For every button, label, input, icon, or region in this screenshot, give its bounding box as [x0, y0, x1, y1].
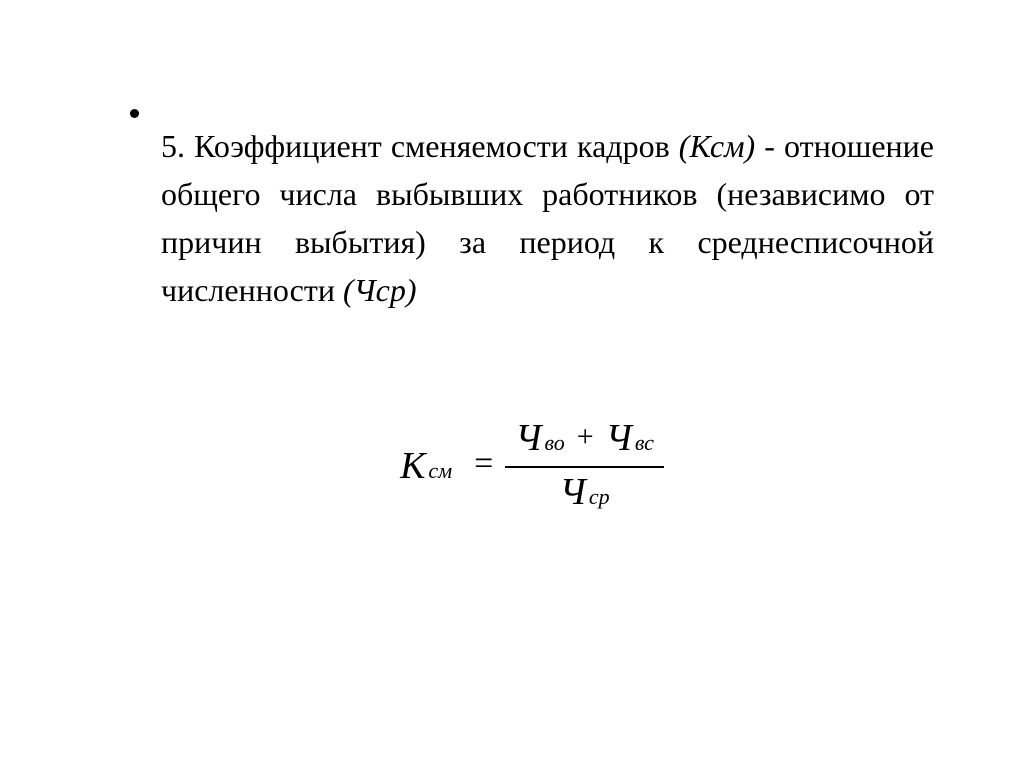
definition-paragraph: 5. Коэффициент сменяемости кадров (Ксм) … [161, 122, 934, 314]
num-term-1-symbol: Ч [515, 416, 541, 460]
bullet-item: 5. Коэффициент сменяемости кадров (Ксм) … [130, 90, 934, 346]
lhs-symbol: К [400, 444, 425, 488]
bullet-dot-icon [130, 109, 139, 118]
denominator: Ч ср [550, 470, 620, 516]
para-emph-ksm: (Ксм) [679, 128, 755, 164]
slide: 5. Коэффициент сменяемости кадров (Ксм) … [0, 0, 1024, 767]
numerator: Ч во + Ч вс [505, 416, 664, 462]
num-term-2-symbol: Ч [606, 416, 632, 460]
num-term-1: Ч во [515, 416, 564, 460]
equals-sign: = [474, 445, 493, 483]
plus-sign: + [577, 420, 594, 454]
lhs-subscript: см [428, 458, 452, 484]
den-term: Ч ср [560, 470, 610, 514]
den-symbol: Ч [560, 470, 586, 514]
fraction-bar [505, 466, 664, 468]
num-term-2-subscript: вс [635, 430, 654, 456]
den-subscript: ср [589, 484, 610, 510]
para-emph-chsr: (Чср) [343, 272, 417, 308]
formula-lhs: К см [400, 444, 452, 488]
num-term-1-subscript: во [545, 430, 565, 456]
formula-block: К см = Ч во + Ч вс [130, 416, 934, 516]
fraction: Ч во + Ч вс Ч ср [505, 416, 664, 516]
para-text-pre: 5. Коэффициент сменяемости кадров [161, 128, 679, 164]
num-term-2: Ч вс [606, 416, 654, 460]
formula: К см = Ч во + Ч вс [400, 416, 664, 516]
